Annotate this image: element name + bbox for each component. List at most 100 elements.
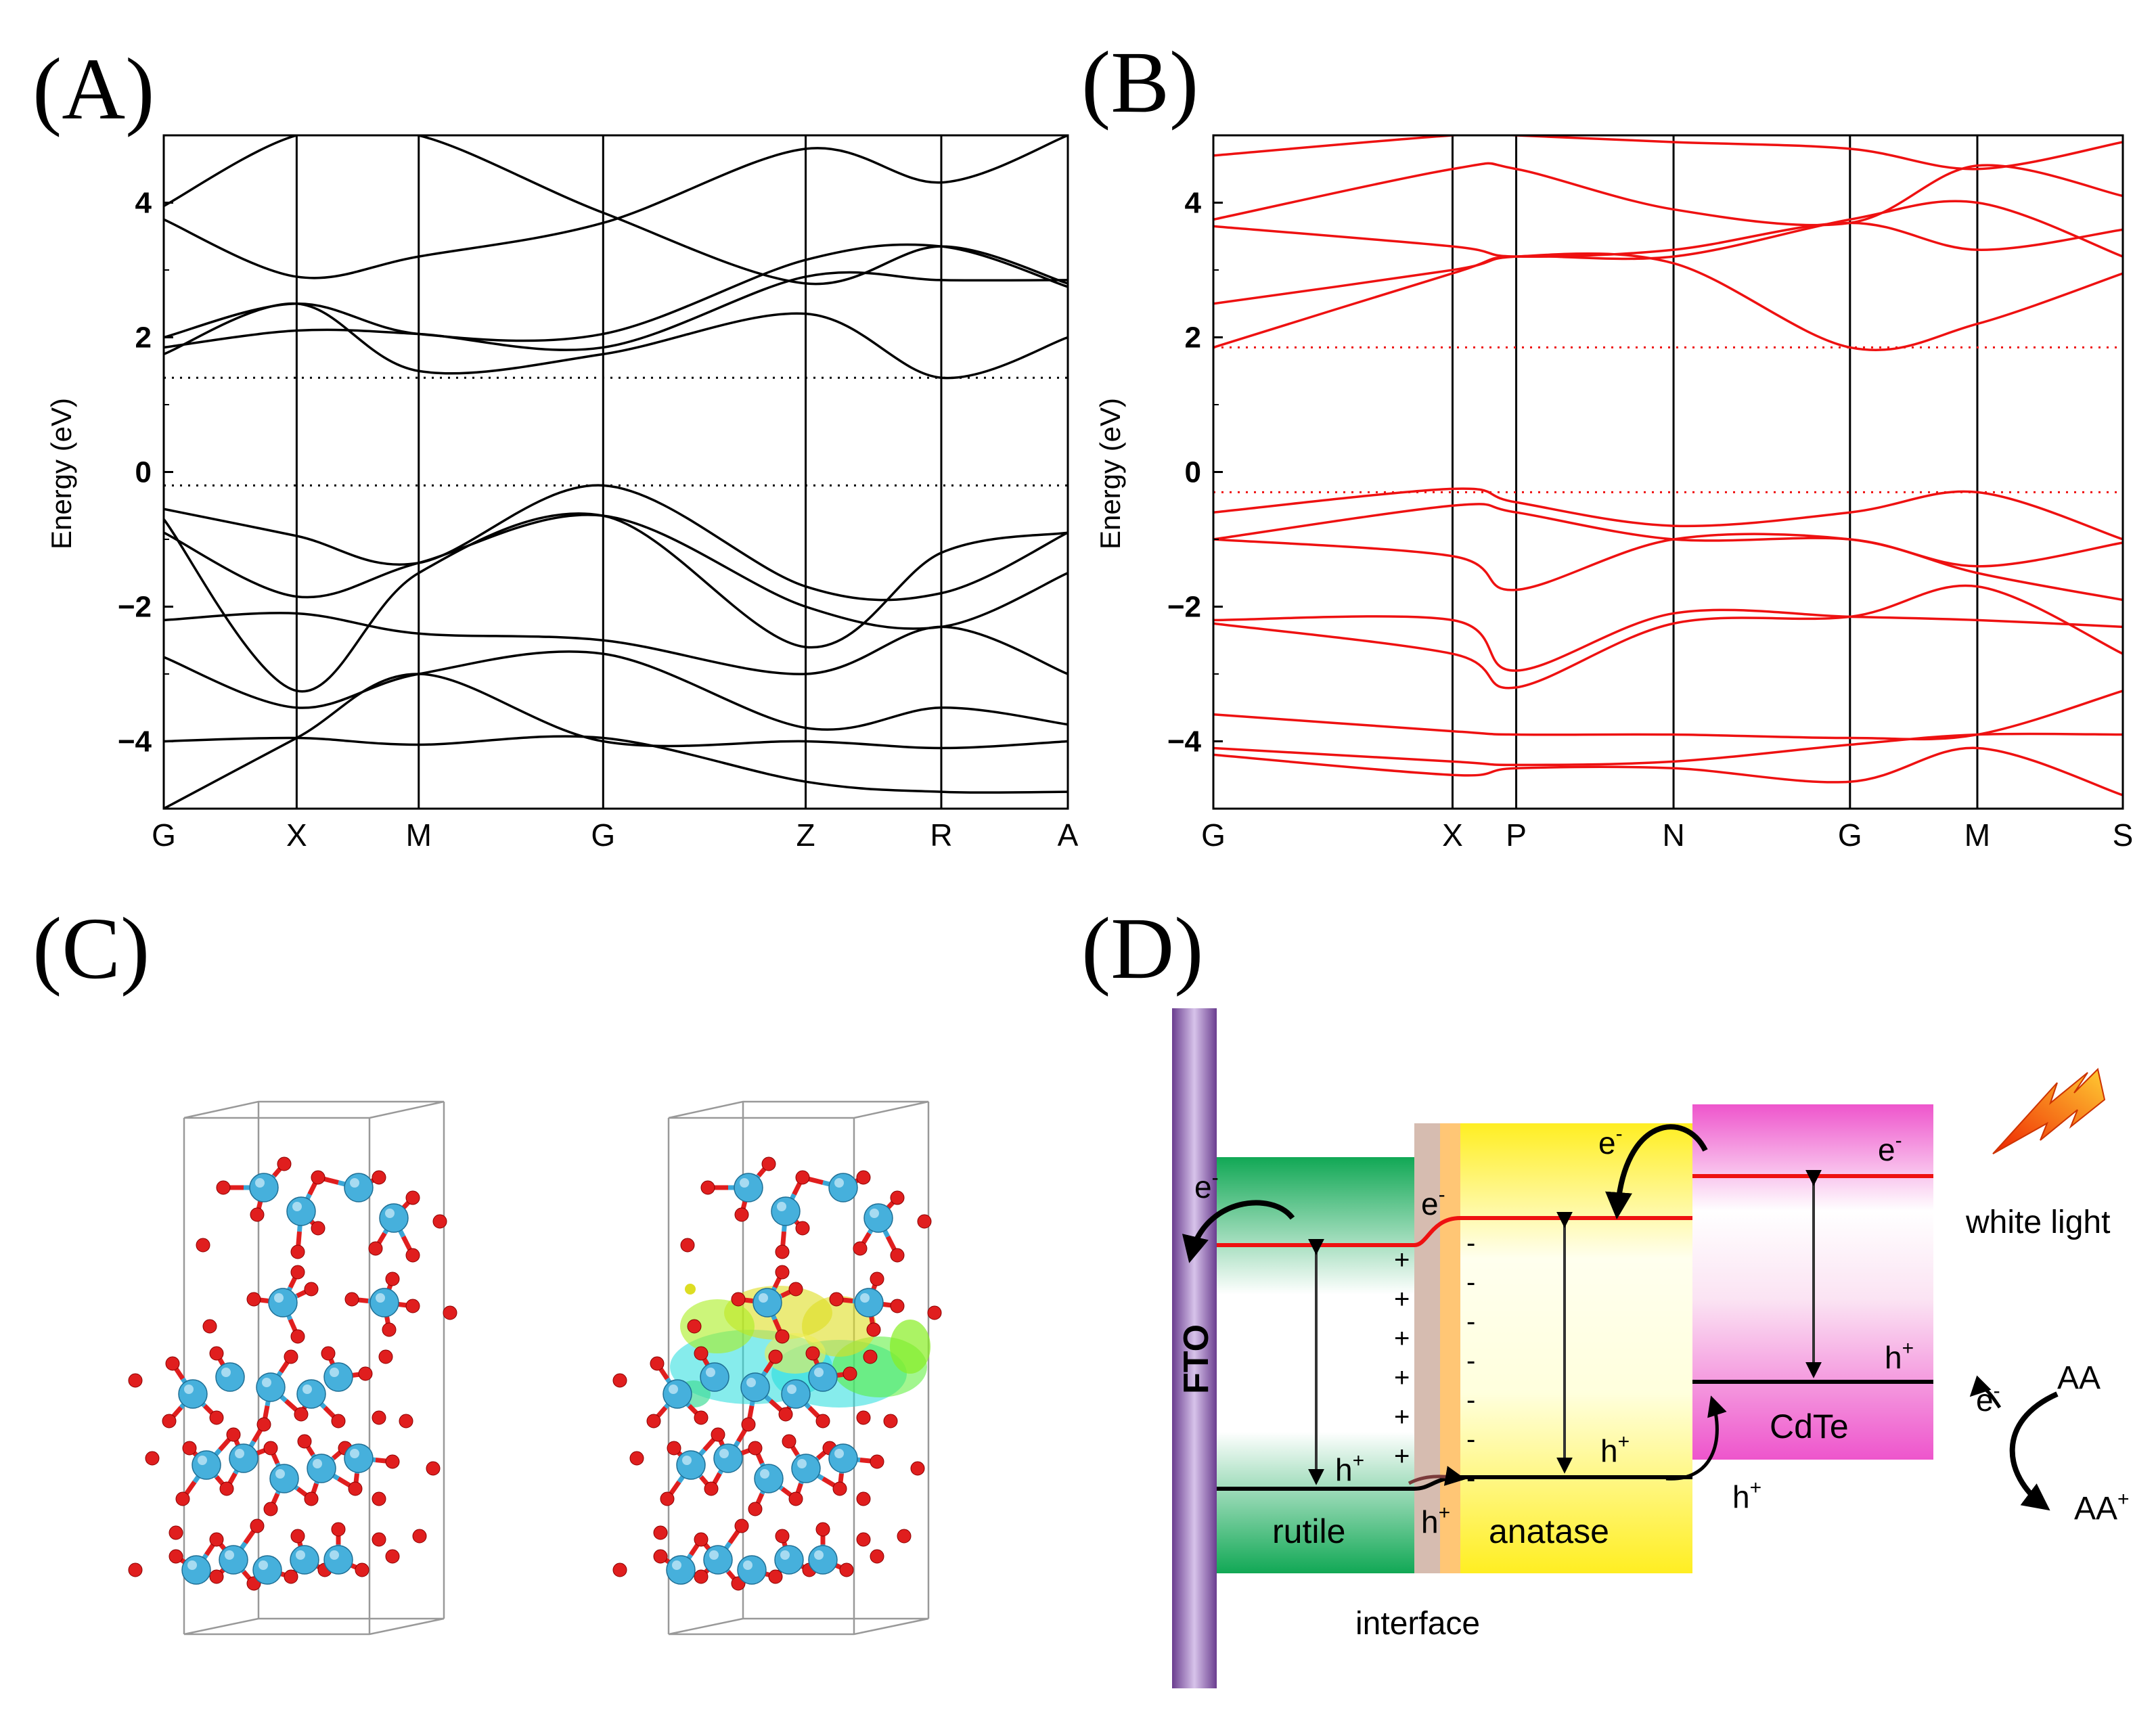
band-c4 bbox=[1213, 162, 2123, 227]
titanium-atom bbox=[703, 1545, 733, 1575]
oxygen-atom bbox=[761, 1156, 776, 1171]
rutile-label: rutile bbox=[1272, 1512, 1345, 1550]
y-axis-label-a: Energy (eV) bbox=[45, 398, 77, 549]
band-c3 bbox=[164, 243, 1068, 342]
kpoint-label: A bbox=[1058, 817, 1079, 853]
oxygen-atom bbox=[704, 1481, 719, 1496]
titanium-atom bbox=[740, 1372, 770, 1402]
oxygen-atom bbox=[385, 1454, 400, 1469]
oxygen-atom bbox=[297, 1434, 312, 1449]
band-c1 bbox=[1213, 252, 2123, 352]
band-v6 bbox=[1213, 690, 2123, 741]
atom-highlight bbox=[814, 1368, 824, 1377]
atom-highlight bbox=[834, 1178, 844, 1188]
atom-highlight bbox=[235, 1449, 244, 1458]
panel-label-d: (D) bbox=[1081, 900, 1203, 997]
anatase-label: anatase bbox=[1489, 1512, 1609, 1550]
oxygen-atom bbox=[405, 1299, 420, 1313]
oxygen-atom bbox=[311, 1221, 325, 1236]
minus-sign: - bbox=[1466, 1346, 1475, 1376]
plus-sign: + bbox=[1394, 1441, 1410, 1471]
band-v5 bbox=[1213, 584, 2123, 690]
atom-highlight bbox=[313, 1459, 322, 1468]
interface-strip-pink bbox=[1414, 1123, 1440, 1573]
oxygen-atom bbox=[256, 1417, 271, 1432]
y-tick-label: 4 bbox=[135, 187, 152, 220]
band-v8 bbox=[1213, 746, 2123, 796]
band-v3 bbox=[1213, 533, 2123, 602]
kpoint-label: G bbox=[591, 817, 615, 853]
band-v4 bbox=[164, 612, 1068, 675]
electron-label-cdte: e- bbox=[1878, 1129, 1902, 1167]
oxygen-atom bbox=[775, 1244, 790, 1259]
atom-highlight bbox=[330, 1550, 339, 1560]
atom-highlight bbox=[759, 1293, 768, 1303]
minus-sign: - bbox=[1466, 1228, 1475, 1258]
hole-label-transfer: h+ bbox=[1732, 1477, 1761, 1514]
oxygen-atom bbox=[775, 1265, 790, 1280]
kpoint-label: Z bbox=[796, 817, 815, 853]
oxygen-atom bbox=[331, 1414, 346, 1428]
oxygen-atom bbox=[667, 1441, 681, 1456]
oxygen-atom bbox=[348, 1481, 363, 1496]
atom-highlight bbox=[184, 1385, 194, 1394]
kpath-lines-a bbox=[295, 135, 943, 809]
atom-highlight bbox=[350, 1449, 359, 1458]
oxygen-atom bbox=[311, 1170, 325, 1185]
atom-highlight bbox=[259, 1560, 268, 1570]
titanium-atom bbox=[713, 1443, 743, 1473]
hole-label-cdte: h+ bbox=[1885, 1337, 1914, 1375]
y-tick-label: −4 bbox=[1167, 725, 1202, 759]
atom-highlight bbox=[330, 1368, 339, 1377]
oxygen-atom bbox=[202, 1319, 217, 1334]
oxygen-atom bbox=[145, 1451, 160, 1466]
anatase-block bbox=[1460, 1123, 1692, 1573]
oxygen-atom bbox=[653, 1549, 668, 1564]
atom-highlight bbox=[870, 1209, 879, 1218]
oxygen-atom bbox=[856, 1491, 871, 1506]
band-c5 bbox=[164, 135, 1068, 286]
electron-label-anatase: e- bbox=[1598, 1123, 1623, 1161]
titanium-atom bbox=[781, 1379, 811, 1409]
plus-sign: + bbox=[1394, 1245, 1410, 1275]
oxygen-atom bbox=[883, 1414, 898, 1428]
y-tick-label: 4 bbox=[1185, 187, 1202, 220]
y-tick-label: −4 bbox=[118, 725, 152, 759]
titanium-atom bbox=[734, 1173, 763, 1202]
titanium-atom bbox=[192, 1450, 221, 1480]
oxygen-atom bbox=[768, 1569, 783, 1584]
atoms-right bbox=[612, 1156, 942, 1591]
oxygen-atom bbox=[694, 1569, 709, 1584]
oxygen-atom bbox=[355, 1562, 369, 1577]
electron-label-aa: e- bbox=[1976, 1380, 2000, 1418]
oxygen-atom bbox=[805, 1346, 820, 1361]
band-v7 bbox=[1213, 732, 2123, 767]
band-v1 bbox=[1213, 487, 2123, 541]
oxygen-atom bbox=[815, 1414, 830, 1428]
electron-transfer-arrow-fto bbox=[1182, 1200, 1295, 1263]
kpoint-label: X bbox=[1442, 817, 1463, 853]
minus-sign: - bbox=[1466, 1267, 1475, 1297]
oxygen-atom bbox=[795, 1170, 810, 1185]
oxygen-atom bbox=[165, 1356, 180, 1371]
ascorbic-acid-arrow bbox=[2009, 1391, 2059, 1511]
oxygen-atom bbox=[378, 1349, 393, 1364]
y-tick-label: −2 bbox=[118, 591, 152, 624]
atom-highlight bbox=[221, 1368, 231, 1377]
oxygen-atom bbox=[432, 1214, 447, 1229]
oxygen-atom bbox=[890, 1299, 905, 1313]
panel-label-b: (B) bbox=[1081, 34, 1198, 131]
titanium-atom bbox=[753, 1288, 782, 1318]
oxygen-atom bbox=[856, 1170, 871, 1185]
oxygen-atom bbox=[372, 1491, 386, 1506]
titanium-atom bbox=[754, 1464, 784, 1493]
oxygen-atom bbox=[263, 1502, 278, 1516]
atom-highlight bbox=[860, 1293, 870, 1303]
interface-strip-orange bbox=[1440, 1123, 1460, 1573]
atom-highlight bbox=[225, 1550, 234, 1560]
aa-plus-label: AA+ bbox=[2074, 1488, 2130, 1527]
band-c2 bbox=[1213, 200, 2123, 305]
oxygen-atom bbox=[358, 1366, 373, 1381]
band-c5 bbox=[1213, 135, 2123, 171]
